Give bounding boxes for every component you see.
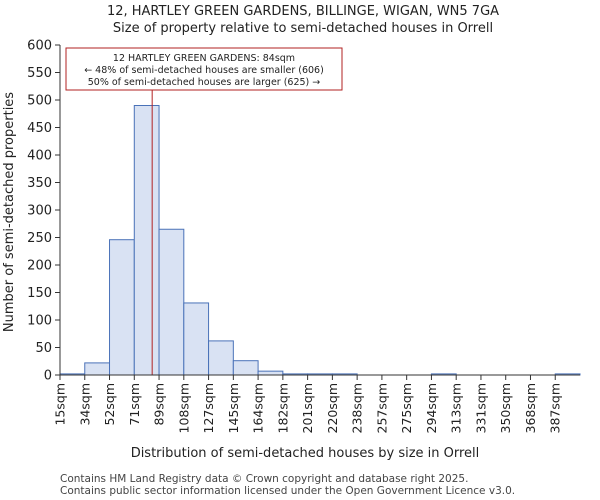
x-tick-label: 182sqm <box>275 383 290 433</box>
histogram-bar <box>109 239 135 376</box>
x-tick-label: 220sqm <box>325 383 340 433</box>
y-tick-label: 450 <box>27 121 52 136</box>
histogram-bar <box>133 105 160 376</box>
x-tick-label: 257sqm <box>374 383 389 433</box>
x-tick-label: 89sqm <box>152 383 167 426</box>
y-axis-ticks: 0 50 100 150 200 250 300 350 400 450 500 550 600 <box>27 39 60 384</box>
annotation-line-1: 12 HARTLEY GREEN GARDENS: 84sqm <box>113 53 295 64</box>
annotation-box: 12 HARTLEY GREEN GARDENS: 84sqm ← 48% of… <box>65 47 343 91</box>
x-axis-ticks: 15sqm 34sqm 52sqm 71sqm 89sqm 108sqm 127sqm 145… <box>53 375 563 433</box>
histogram-bar <box>183 302 210 376</box>
x-tick-label: 108sqm <box>176 383 191 433</box>
histogram-bar <box>208 340 234 376</box>
annotation-frame <box>65 47 343 91</box>
y-tick-label: 0 <box>44 369 52 384</box>
x-tick-label: 201sqm <box>300 383 315 433</box>
chart-title: 12, HARTLEY GREEN GARDENS, BILLINGE, WIG… <box>107 4 499 19</box>
y-tick-label: 600 <box>27 39 52 54</box>
chart-subtitle: Size of property relative to semi-detach… <box>113 21 493 36</box>
histogram-bar <box>257 370 284 376</box>
y-tick-label: 550 <box>27 66 52 81</box>
y-tick-label: 500 <box>27 94 52 109</box>
x-tick-label: 368sqm <box>523 383 538 433</box>
x-tick-label: 275sqm <box>399 383 414 433</box>
x-tick-label: 313sqm <box>449 383 464 433</box>
x-tick-label: 238sqm <box>350 383 365 433</box>
x-tick-label: 145sqm <box>226 383 241 433</box>
y-tick-label: 150 <box>27 286 52 301</box>
x-tick-label: 164sqm <box>251 383 266 433</box>
annotation-line-3: 50% of semi-detached houses are larger (… <box>88 77 321 88</box>
histogram-bar <box>158 228 185 376</box>
x-tick-label: 15sqm <box>53 383 68 426</box>
x-tick-label: 52sqm <box>102 383 117 426</box>
x-tick-label: 127sqm <box>201 383 216 433</box>
histogram-bar <box>84 362 111 376</box>
x-tick-label: 331sqm <box>473 383 488 433</box>
y-tick-label: 250 <box>27 231 52 246</box>
footer-line-2: Contains public sector information licen… <box>60 485 515 497</box>
y-tick-label: 400 <box>27 149 52 164</box>
y-tick-label: 300 <box>27 204 52 219</box>
x-tick-label: 294sqm <box>424 383 439 433</box>
x-tick-label: 71sqm <box>127 383 142 426</box>
histogram-bar <box>232 360 259 376</box>
footer-line-1: Contains HM Land Registry data © Crown c… <box>60 473 468 485</box>
annotation-line-2: ← 48% of semi-detached houses are smalle… <box>84 65 324 76</box>
bars-group <box>59 105 581 376</box>
x-axis-label: Distribution of semi-detached houses by … <box>131 446 480 461</box>
y-tick-label: 350 <box>27 176 52 191</box>
x-tick-label: 387sqm <box>548 383 563 433</box>
y-tick-label: 100 <box>27 314 52 329</box>
x-tick-label: 34sqm <box>77 383 92 426</box>
y-tick-label: 50 <box>35 341 52 356</box>
y-axis-label: Number of semi-detached properties <box>2 92 17 332</box>
x-tick-label: 350sqm <box>498 383 513 433</box>
y-tick-label: 200 <box>27 259 52 274</box>
